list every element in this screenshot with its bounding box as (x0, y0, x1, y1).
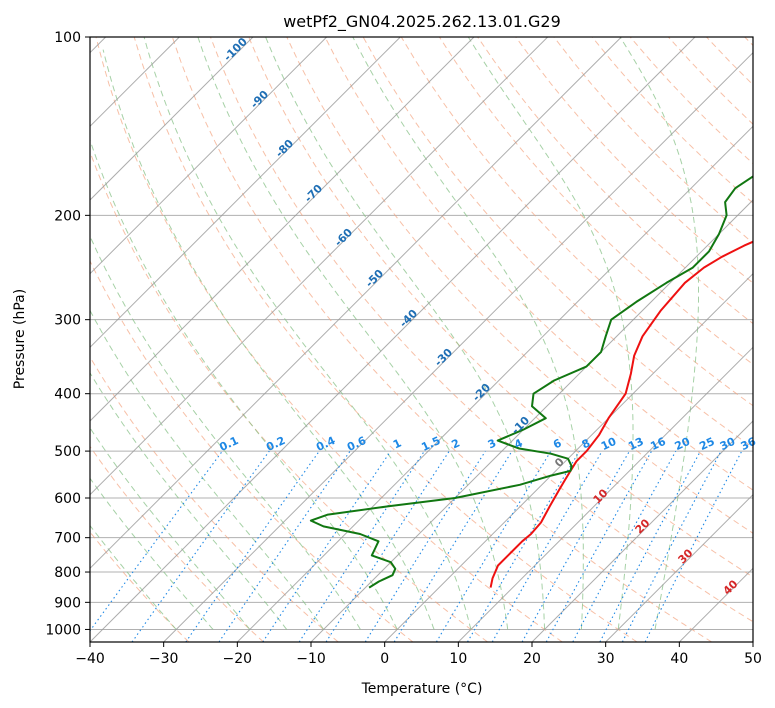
dry-adiabat (95, 37, 563, 642)
x-axis: −40 −30 −20 −10 0 10 20 30 40 50 (75, 642, 762, 667)
dry-adiabat (90, 445, 264, 642)
y-tick-label: 200 (54, 208, 81, 224)
mixing-ratio-line (364, 450, 486, 642)
isotherm-line (605, 493, 753, 642)
y-tick-label: 300 (54, 313, 81, 329)
moist-adiabat (619, 37, 699, 630)
y-tick-label: 600 (54, 491, 81, 507)
dry-adiabat (171, 37, 712, 642)
plot-frame (89, 36, 754, 643)
x-tick-label: −20 (223, 651, 253, 667)
mixing-ratio-line (262, 450, 392, 642)
y-axis: 100 200 300 400 500 600 700 800 900 1000 (45, 30, 90, 638)
isotherm-line (90, 37, 254, 201)
x-tick-label: 20 (523, 651, 541, 667)
mixing-ratio-label: 10 (599, 435, 619, 453)
mixing-ratio-label: 25 (697, 435, 716, 453)
dry-adiabat (133, 37, 638, 642)
x-tick-label: −30 (149, 651, 179, 667)
y-tick-label: 800 (54, 565, 81, 581)
mixing-ratio-label: 20 (673, 435, 693, 453)
y-axis-title: Pressure (hPa) (12, 289, 28, 389)
y-tick-label: 100 (54, 30, 81, 46)
x-tick-label: 30 (597, 651, 615, 667)
mixing-ratio-line (325, 450, 450, 642)
y-tick-label: 500 (54, 444, 81, 460)
isotherm-line (457, 346, 753, 642)
isotherm-line (90, 37, 549, 496)
dry-adiabat (324, 37, 753, 491)
y-tick-label: 400 (54, 387, 81, 403)
isotherm-line (90, 37, 622, 570)
moist-adiabat (197, 37, 509, 630)
mixing-ratio-line (467, 450, 580, 642)
mixing-ratio-label: 13 (626, 435, 645, 453)
moist-adiabat (90, 427, 251, 630)
x-tick-label: 10 (449, 651, 467, 667)
mixing-ratio-line (298, 450, 425, 642)
moist-adiabat (265, 37, 546, 630)
dry-adiabat (515, 37, 753, 284)
isotherm-line (236, 125, 753, 642)
isotherm-line (90, 37, 401, 349)
temperature-profile-line (489, 240, 753, 588)
dry-adiabat (248, 37, 753, 578)
moist-adiabat (467, 37, 634, 630)
dry-adiabat (286, 37, 753, 534)
y-tick-label: 700 (54, 531, 81, 547)
mixing-ratio-line (185, 450, 320, 642)
isotherm-line (384, 272, 753, 642)
mixing-ratio-line (393, 450, 513, 642)
x-tick-label: 40 (670, 651, 688, 667)
moist-adiabat (90, 477, 214, 630)
y-tick-label: 1000 (45, 622, 81, 638)
x-tick-label: −40 (75, 651, 105, 667)
y-tick-label: 900 (54, 595, 81, 611)
isotherm-line (90, 37, 696, 642)
isotherm-line (531, 420, 753, 642)
chart-title: wetPf2_GN04.2025.262.13.01.G29 (283, 12, 561, 32)
moist-adiabat (90, 309, 325, 630)
moist-adiabat (90, 138, 398, 630)
dewpoint-profile-line (309, 175, 753, 589)
moist-adiabat (102, 49, 435, 630)
isotherm-line (90, 37, 475, 422)
mixing-ratio-line (599, 450, 701, 642)
x-axis-title: Temperature (°C) (361, 681, 483, 697)
x-tick-label: 50 (744, 651, 762, 667)
x-tick-label: 0 (380, 651, 389, 667)
mixing-ratio-label: 16 (648, 435, 668, 453)
isotherm-line (90, 37, 328, 275)
mixing-ratio-line (572, 450, 677, 642)
x-tick-label: −10 (296, 651, 326, 667)
moist-adiabat (352, 37, 584, 630)
isotherm-line (310, 199, 753, 642)
dry-adiabat (90, 259, 414, 642)
isotherm-line (163, 51, 753, 642)
moist-adiabat (143, 37, 472, 630)
mixing-ratio-label: 30 (718, 435, 738, 453)
mixing-ratio-line (435, 450, 552, 642)
mixing-ratio-line (218, 450, 351, 642)
